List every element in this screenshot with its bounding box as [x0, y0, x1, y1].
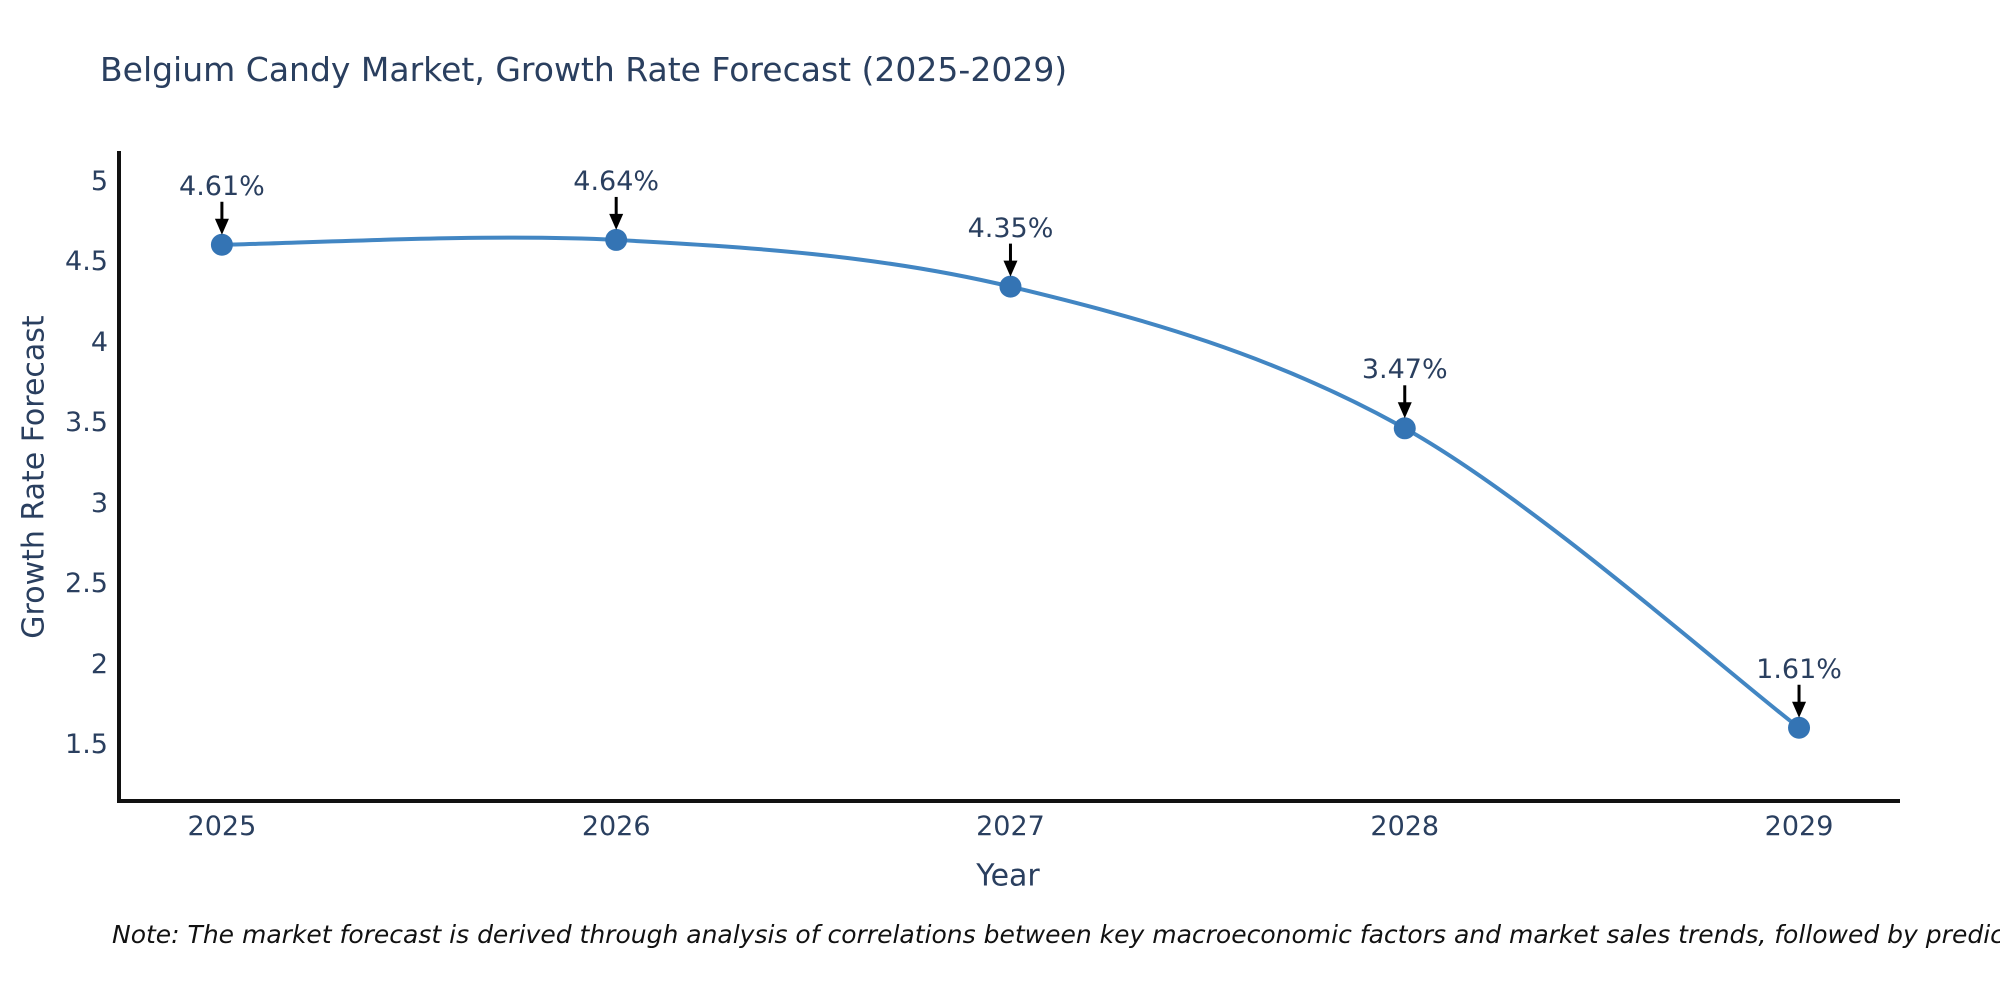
y-tick-label: 4.5	[65, 246, 108, 278]
y-tick-label: 3	[90, 487, 108, 519]
data-point-2027[interactable]	[999, 275, 1022, 298]
chart-title: Belgium Candy Market, Growth Rate Foreca…	[100, 50, 1068, 89]
x-tick-label: 2027	[976, 811, 1045, 842]
data-point-2029[interactable]	[1788, 716, 1811, 739]
point-label-2029: 1.61%	[1756, 653, 1842, 685]
x-tick-label: 2028	[1370, 811, 1440, 842]
forecast-series	[210, 228, 1811, 739]
x-tick-label: 2029	[1764, 811, 1834, 842]
y-tick-label: 1.5	[65, 729, 108, 761]
y-tick-label: 2.5	[65, 568, 108, 600]
y-tick-label: 4	[90, 326, 108, 358]
arrow-head-icon	[1397, 402, 1412, 419]
y-tick-label: 2	[90, 648, 108, 680]
axis-spines	[117, 151, 1900, 803]
data-point-2025[interactable]	[210, 233, 233, 256]
axis-line	[117, 151, 1900, 803]
data-point-2026[interactable]	[605, 228, 628, 251]
point-label-2025: 4.61%	[179, 170, 265, 202]
arrow-head-icon	[1003, 260, 1018, 277]
forecast-line	[221, 235, 1801, 730]
point-label-2026: 4.64%	[573, 165, 660, 197]
data-point-2028[interactable]	[1393, 417, 1416, 440]
x-axis-title: Year	[976, 858, 1040, 894]
arrow-head-icon	[214, 218, 229, 235]
annotation-arrows	[214, 196, 1807, 718]
point-label-2027: 4.35%	[967, 212, 1054, 244]
point-label-2028: 3.47%	[1361, 354, 1448, 386]
arrow-head-icon	[1792, 701, 1807, 718]
x-tick-label: 2026	[581, 811, 651, 842]
y-tick-label: 5	[90, 165, 108, 197]
y-axis-title: Growth Rate Forecast	[16, 315, 52, 639]
arrow-head-icon	[609, 213, 624, 230]
y-tick-label: 3.5	[65, 407, 108, 439]
footnote: Note: The market forecast is derived thr…	[112, 920, 2000, 949]
x-tick-label: 2025	[187, 811, 257, 842]
